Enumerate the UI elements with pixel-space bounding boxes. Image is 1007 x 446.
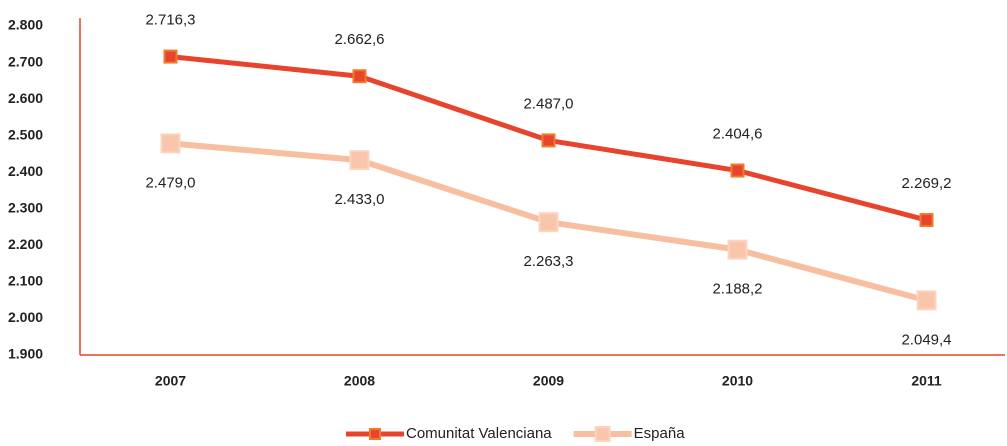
x-tick-label: 2008 [344, 373, 375, 389]
marker [730, 163, 745, 178]
data-label: 2.404,6 [712, 126, 762, 143]
data-label: 2.487,0 [523, 95, 573, 112]
marker [163, 49, 178, 64]
data-label: 2.662,6 [334, 31, 384, 48]
marker [352, 69, 367, 84]
data-label: 2.263,3 [523, 253, 573, 270]
data-label: 2.716,3 [145, 12, 195, 29]
marker [727, 239, 748, 260]
data-label: 2.188,2 [712, 281, 762, 298]
y-tick-label: 2.500 [8, 126, 43, 142]
y-tick-label: 2.700 [8, 53, 43, 69]
data-label: 2.433,0 [334, 191, 384, 208]
x-tick-label: 2007 [155, 373, 186, 389]
y-tick-label: 2.100 [8, 273, 43, 289]
legend-marker [594, 426, 611, 442]
data-label: 2.049,4 [901, 331, 951, 348]
data-label: 2.269,2 [901, 175, 951, 192]
x-tick-label: 2011 [911, 373, 942, 389]
marker [916, 290, 937, 311]
y-tick-label: 2.800 [8, 17, 43, 33]
marker [541, 133, 556, 148]
x-tick-label: 2009 [533, 373, 564, 389]
marker [160, 133, 181, 154]
marker [919, 213, 934, 228]
legend-label: España [634, 425, 686, 442]
y-tick-label: 2.000 [8, 309, 43, 325]
data-label: 2.479,0 [145, 174, 195, 191]
legend-marker [369, 428, 381, 440]
marker [349, 150, 370, 171]
y-tick-label: 2.400 [8, 163, 43, 179]
legend-label: Comunitat Valenciana [406, 425, 552, 442]
x-tick-label: 2010 [722, 373, 753, 389]
y-tick-label: 1.900 [8, 346, 43, 362]
y-tick-label: 2.200 [8, 236, 43, 252]
y-tick-label: 2.300 [8, 199, 43, 215]
marker [538, 212, 559, 233]
y-tick-label: 2.600 [8, 90, 43, 106]
